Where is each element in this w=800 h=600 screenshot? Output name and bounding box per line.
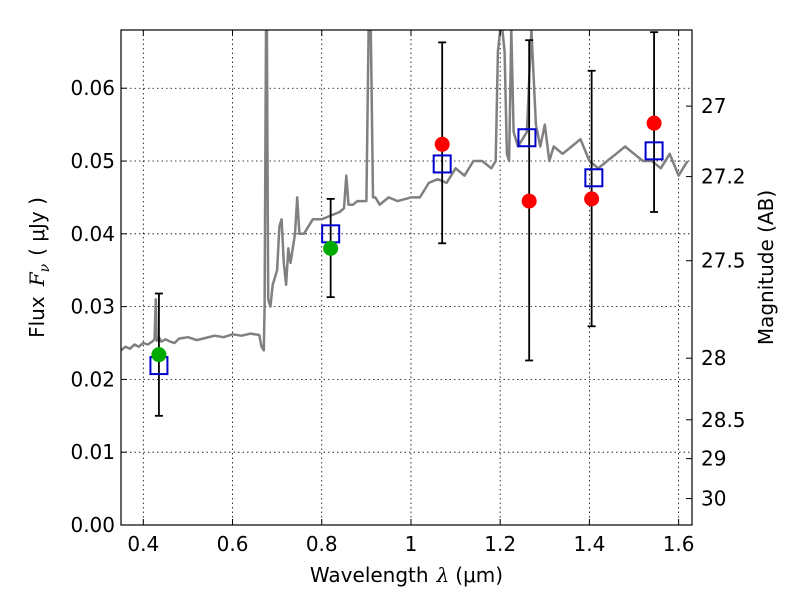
y-tick-label: 0.06 [70,76,115,100]
observed-point [151,347,167,363]
x-tick-label: 0.6 [217,532,249,556]
y2-tick-label: 27.5 [701,249,746,273]
y-tick-label: 0.02 [70,367,115,391]
observed-point [584,191,600,207]
x-axis-label: Wavelength λ (μm) [310,563,503,587]
y2-tick-label: 27.2 [701,165,746,189]
observed-point [323,240,339,256]
template-spectrum [121,30,689,352]
grid-lines [121,30,692,525]
y-tick-label: 0.00 [70,513,115,537]
x-tick-label: 1 [405,532,418,556]
x-tick-label: 1.2 [484,532,516,556]
x-tick-label: 0.8 [306,532,338,556]
y2-tick-label: 28.5 [701,408,746,432]
model-point [644,141,664,161]
x-tick-label: 1.6 [663,532,695,556]
observed-point [646,115,662,131]
model-point [584,168,604,188]
y-tick-label: 0.01 [70,440,115,464]
x-tick-label: 1.4 [573,532,605,556]
y-axis-label: FluxFν( μJy ) [25,197,53,338]
observed-point [434,136,450,152]
model-points [149,128,664,376]
template-spectrum-line [121,30,689,352]
y-tick-label: 0.03 [70,295,115,319]
y2-tick-label: 27 [701,94,726,118]
plot-frame [120,29,693,526]
y2-tick-label: 30 [701,487,726,511]
error-bars [154,31,659,417]
model-point [517,128,537,148]
axis-ticks: 0.4 0.6 0.8 1 1.2 1.4 1.6 0.00 0.01 0.02 0.03 0.04 0… [70,30,746,556]
y2-tick-label: 28 [701,346,726,370]
x-tick-label: 0.4 [127,532,159,556]
observed-points [151,115,662,363]
observed-point [521,193,537,209]
y2-tick-label: 29 [701,447,726,471]
y2-axis-label: Magnitude (AB) [754,190,778,345]
y-tick-label: 0.05 [70,149,115,173]
model-point [432,154,452,174]
y-tick-label: 0.04 [70,222,115,246]
